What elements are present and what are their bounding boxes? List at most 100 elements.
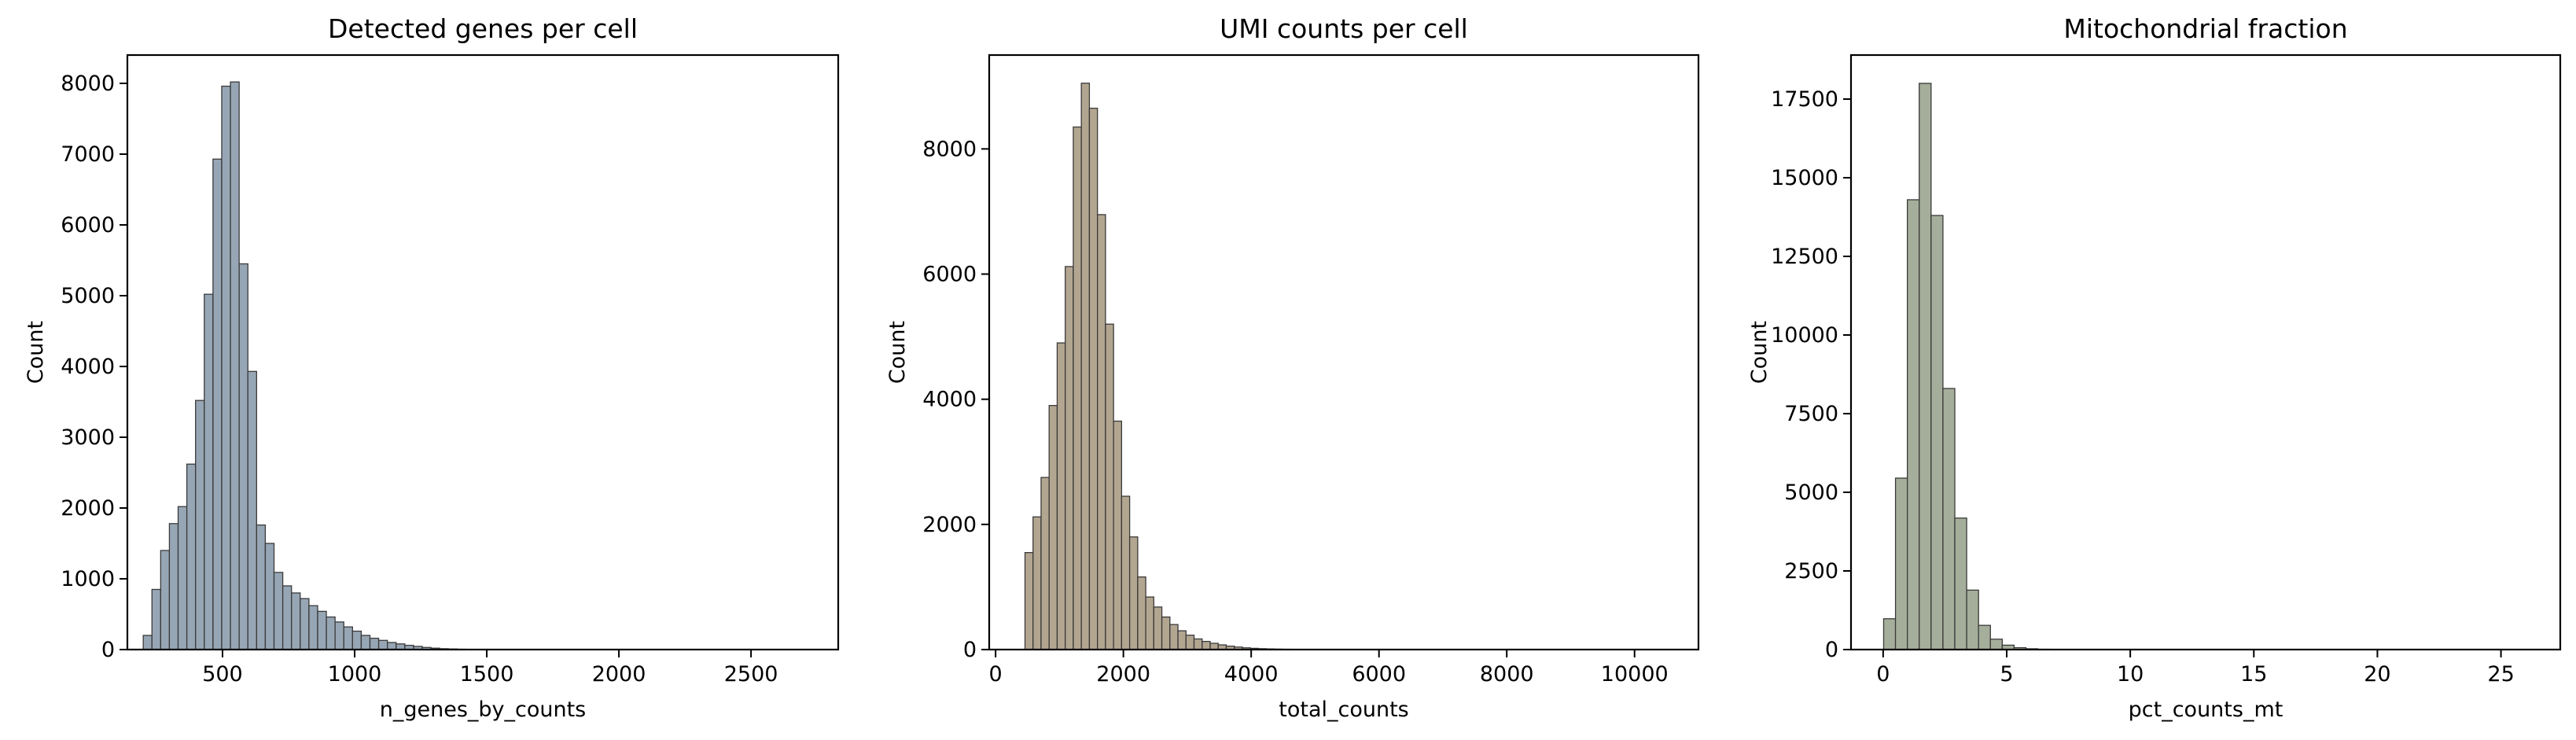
y-tick-label: 4000 <box>61 355 115 379</box>
histogram-bar <box>291 592 301 650</box>
histogram-bar <box>1065 266 1074 650</box>
histogram-bar <box>1919 83 1932 650</box>
histogram-bar <box>142 635 153 650</box>
histogram-bar <box>326 616 336 650</box>
histogram-bar <box>1128 536 1139 650</box>
x-tick-label: 1500 <box>460 662 514 687</box>
histogram-bar <box>160 550 171 650</box>
histogram-bar <box>1097 214 1106 650</box>
histogram-detected-genes: Detected genes per cell n_genes_by_count… <box>24 13 840 722</box>
y-tick-label: 8000 <box>61 72 115 96</box>
histogram-bar <box>1048 404 1058 650</box>
y-tick-label: 2500 <box>1784 559 1838 584</box>
x-tick-label: 10 <box>2117 662 2144 687</box>
histogram-bar <box>1121 495 1131 650</box>
y-tick-label: 7000 <box>61 142 115 167</box>
histogram-bar <box>1978 624 1991 650</box>
y-tick-label: 6000 <box>922 263 977 287</box>
x-tick-label: 2000 <box>592 662 646 687</box>
histogram-bar <box>212 158 223 650</box>
histogram-bar <box>343 626 353 650</box>
histogram-bar <box>177 506 188 650</box>
histogram-bar <box>1153 606 1163 650</box>
histogram-bar <box>247 370 257 650</box>
y-axis-label: Count <box>885 321 910 384</box>
histogram-bar <box>1080 83 1091 650</box>
histogram-bar <box>1177 630 1187 650</box>
histogram-bar <box>238 263 248 650</box>
axes-frame <box>1849 53 2562 651</box>
y-tick-label: 1000 <box>61 567 115 591</box>
y-tick-label: 6000 <box>61 213 115 237</box>
x-tick-label: 8000 <box>1480 662 1534 687</box>
histogram-bar <box>1202 641 1211 650</box>
histogram-bar <box>1073 126 1082 650</box>
bars <box>1024 83 1348 650</box>
ticks: 0 2000 4000 6000 8000 10000 0 2000 4000 6000 8000 <box>922 137 1668 687</box>
plot-title: Detected genes per cell <box>328 13 638 44</box>
histogram-bar <box>1161 616 1171 650</box>
histogram-bar <box>1942 388 1956 650</box>
x-tick-label: 6000 <box>1352 662 1406 687</box>
y-tick-label: 10000 <box>1771 323 1838 348</box>
y-tick-label: 12500 <box>1771 245 1838 269</box>
x-tick-label: 1000 <box>328 662 382 687</box>
histogram-bar <box>360 635 371 650</box>
y-tick-label: 7500 <box>1784 402 1838 426</box>
x-axis-label: pct_counts_mt <box>2129 698 2283 722</box>
histogram-bar <box>369 637 380 650</box>
y-axis-label: Count <box>24 321 48 384</box>
bars <box>142 81 510 650</box>
histogram-bar <box>221 85 231 650</box>
histogram-bar <box>1024 552 1034 650</box>
y-tick-label: 0 <box>963 638 977 662</box>
histogram-bar <box>168 523 179 650</box>
histogram-bar <box>186 463 197 650</box>
histogram-bar <box>387 642 397 650</box>
x-axis-label: n_genes_by_counts <box>380 698 587 722</box>
histogram-bar <box>308 605 318 650</box>
histogram-mito-fraction: Mitochondrial fraction pct_counts_mt Cou… <box>1747 13 2562 722</box>
y-tick-label: 15000 <box>1771 166 1838 190</box>
histogram-bar <box>1185 635 1195 650</box>
y-tick-label: 5000 <box>61 284 115 308</box>
histogram-bar <box>1113 420 1123 650</box>
histogram-bar <box>1882 618 1897 650</box>
y-tick-label: 5000 <box>1784 480 1838 505</box>
histogram-bar <box>1169 624 1179 650</box>
x-tick-label: 2000 <box>1096 662 1150 687</box>
y-tick-label: 3000 <box>61 425 115 450</box>
y-axis-label: Count <box>1747 321 1772 384</box>
histogram-bar <box>282 585 293 650</box>
histogram-bar <box>195 399 205 650</box>
histogram-bar <box>1894 477 1908 650</box>
y-tick-label: 17500 <box>1771 87 1838 112</box>
histogram-bar <box>230 81 240 650</box>
histogram-bar <box>377 639 388 650</box>
plot-title: Mitochondrial fraction <box>2063 13 2347 44</box>
histogram-bar <box>256 524 267 650</box>
histogram-bar <box>1930 215 1944 650</box>
histogram-bar <box>300 598 310 650</box>
histogram-bar <box>151 588 161 650</box>
histogram-bar <box>1209 642 1219 650</box>
bars <box>1882 83 2086 650</box>
x-tick-label: 500 <box>202 662 243 687</box>
histogram-bar <box>264 543 275 650</box>
histogram-bar <box>351 630 362 650</box>
x-tick-label: 25 <box>2487 662 2514 687</box>
histogram-bar <box>334 621 344 650</box>
histogram-bar <box>1145 596 1154 650</box>
histogram-bar <box>1032 516 1042 650</box>
histogram-umi-counts: UMI counts per cell total_counts Count 0… <box>885 13 1700 722</box>
y-tick-label: 8000 <box>922 137 977 161</box>
histogram-bar <box>1056 342 1066 650</box>
y-tick-label: 2000 <box>61 496 115 521</box>
x-tick-label: 15 <box>2240 662 2267 687</box>
x-tick-label: 5 <box>2000 662 2013 687</box>
y-tick-label: 0 <box>1825 638 1838 662</box>
x-tick-label: 20 <box>2364 662 2390 687</box>
plot-title: UMI counts per cell <box>1220 13 1468 44</box>
histogram-bar <box>1989 639 2004 650</box>
